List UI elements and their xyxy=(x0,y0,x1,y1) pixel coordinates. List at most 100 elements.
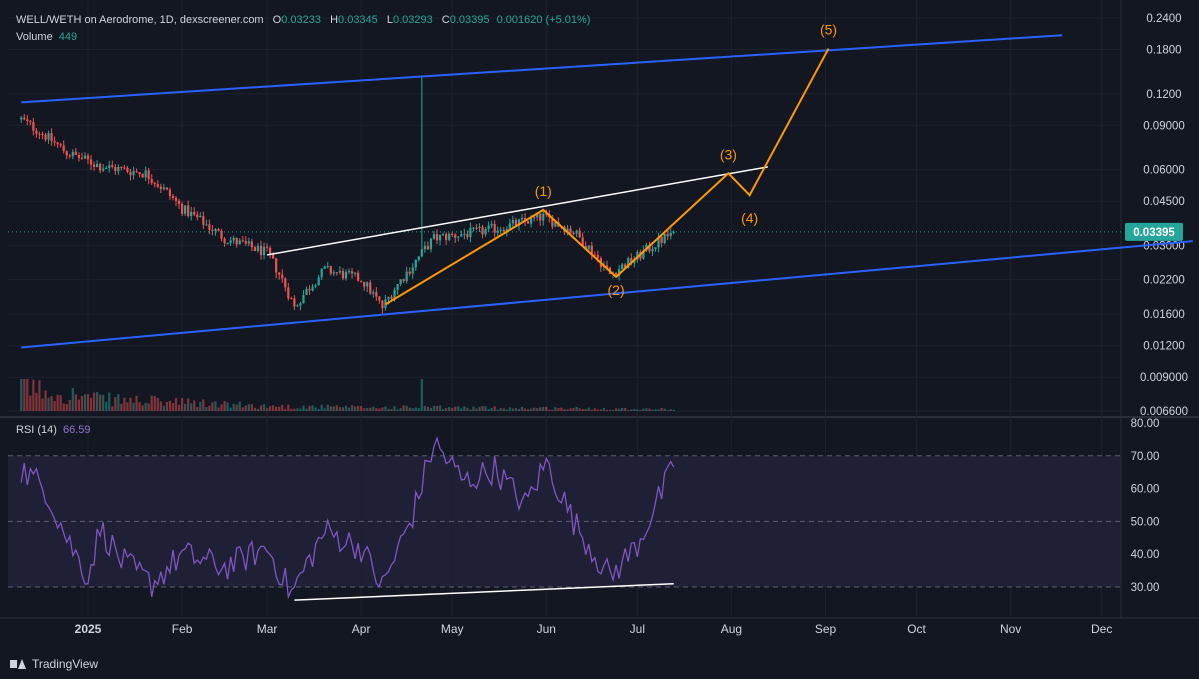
candle-body xyxy=(429,238,433,250)
tradingview-brand: TradingView xyxy=(32,657,99,671)
candle-body xyxy=(460,234,463,237)
candle-body xyxy=(99,163,102,171)
candle-body xyxy=(65,151,68,156)
volume-bar xyxy=(311,405,314,411)
volume-bar xyxy=(320,404,323,411)
volume-bar xyxy=(174,397,178,411)
volume-bar xyxy=(539,407,542,411)
volume-bar xyxy=(287,404,290,411)
volume-bar xyxy=(448,407,451,411)
candle-body xyxy=(396,284,399,291)
candle-body xyxy=(630,258,633,263)
volume-bar xyxy=(20,379,23,411)
candle-body xyxy=(402,279,405,282)
candle-body xyxy=(244,241,247,244)
candle-body xyxy=(587,245,590,250)
candle-body xyxy=(499,229,502,231)
candle-body xyxy=(393,290,396,299)
volume-bar xyxy=(520,406,524,411)
candle-body xyxy=(278,272,281,275)
price-tick-label: 0.2400 xyxy=(1146,13,1181,25)
volume-bar xyxy=(86,394,90,411)
volume-bar xyxy=(159,401,162,411)
candle-body xyxy=(129,171,132,176)
volume-bar xyxy=(77,399,80,411)
volume-bar xyxy=(150,395,153,411)
candle-body xyxy=(405,271,408,282)
candle-body xyxy=(226,242,229,244)
volume-bar xyxy=(417,408,420,411)
candle-body xyxy=(466,233,469,238)
close-label: C xyxy=(441,14,450,26)
volume-bar xyxy=(335,405,338,411)
volume-bar xyxy=(642,408,645,411)
x-tick-label: Apr xyxy=(352,622,371,636)
candle-body xyxy=(114,166,117,172)
candle-body xyxy=(305,288,308,295)
candle-body xyxy=(347,271,351,273)
candle-body xyxy=(484,229,487,235)
volume-bar xyxy=(614,408,618,411)
candle-body xyxy=(341,270,345,279)
candle-body xyxy=(338,270,342,273)
candle-body xyxy=(663,233,666,243)
volume-bar xyxy=(381,407,384,411)
candle-body xyxy=(554,221,557,227)
candle-body xyxy=(241,240,244,242)
candle-body xyxy=(184,205,187,214)
candle-body xyxy=(511,219,514,224)
candle-body xyxy=(59,144,62,146)
volume-bar xyxy=(80,395,84,411)
volume-bar xyxy=(305,408,308,411)
volume-bar xyxy=(411,408,414,411)
rsi-tick-label: 60.00 xyxy=(1131,484,1160,496)
volume-bar xyxy=(208,405,211,411)
volume-bar xyxy=(244,405,247,411)
volume-bar xyxy=(105,401,108,411)
candle-body xyxy=(381,300,384,309)
volume-bar xyxy=(317,409,320,411)
tradingview-footer[interactable]: TradingView xyxy=(10,657,98,671)
candle-body xyxy=(272,254,275,259)
candle-body xyxy=(44,134,47,140)
volume-bar xyxy=(111,406,114,411)
volume-bar xyxy=(672,409,675,411)
volume-bar xyxy=(463,406,466,411)
candle-body xyxy=(123,167,126,169)
volume-bar xyxy=(314,407,317,411)
volume-bar xyxy=(624,407,627,411)
candle-body xyxy=(378,296,381,301)
x-tick-label: Jun xyxy=(537,622,556,636)
candle-body xyxy=(229,240,232,243)
volume-bar xyxy=(523,408,527,411)
volume-bar xyxy=(466,407,469,411)
candle-body xyxy=(287,287,290,299)
volume-bar xyxy=(593,408,596,411)
volume-bar xyxy=(584,408,587,411)
candle-body xyxy=(627,258,630,269)
candle-body xyxy=(177,200,181,204)
volume-bar xyxy=(272,405,275,411)
volume-bar xyxy=(99,394,102,411)
candle-body xyxy=(390,296,393,299)
candle-body xyxy=(372,292,375,294)
volume-bar xyxy=(114,397,117,411)
volume-bar xyxy=(639,410,642,411)
volume-bar xyxy=(648,408,651,411)
candle-body xyxy=(457,236,460,238)
candle-body xyxy=(454,234,457,238)
low-value: 0.03293 xyxy=(392,14,433,26)
candle-body xyxy=(657,236,660,248)
candle-body xyxy=(193,211,196,215)
price-tick-label: 0.02200 xyxy=(1143,274,1185,286)
candle-body xyxy=(171,195,175,198)
candle-body xyxy=(417,256,420,260)
candle-body xyxy=(581,237,584,247)
candle-body xyxy=(77,154,80,158)
candle-body xyxy=(323,266,326,269)
volume-bar xyxy=(138,402,141,411)
candle-body xyxy=(62,145,65,152)
candle-body xyxy=(505,229,508,232)
candle-body xyxy=(153,182,156,185)
